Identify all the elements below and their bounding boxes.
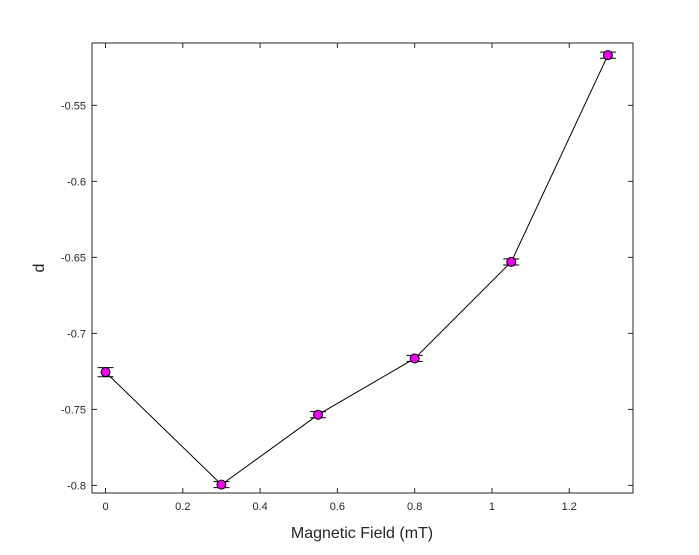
y-tick-label: -0.65 — [61, 252, 86, 264]
data-point — [313, 409, 324, 420]
y-tick-label: -0.75 — [61, 404, 86, 416]
axes — [91, 42, 634, 494]
data-point — [216, 479, 227, 490]
data-point — [100, 367, 111, 378]
x-tick-label: 1.2 — [562, 501, 577, 513]
axes-box — [91, 42, 634, 494]
x-tick-label: 0.6 — [330, 501, 345, 513]
y-tick-label: -0.6 — [67, 176, 86, 188]
data-point — [506, 256, 517, 267]
x-tick-label: 0 — [102, 501, 108, 513]
x-tick-label: 1 — [489, 501, 495, 513]
tick-labels: 0 0.2 0.4 0.6 0.8 1 1.2 -0.8 -0.75 -0.7 -0.65 -0.6 -… — [61, 100, 577, 513]
plot-area — [92, 43, 633, 493]
x-tick-label: 0.4 — [252, 501, 267, 513]
x-tick-label: 0.2 — [175, 501, 190, 513]
y-axis-label: d — [31, 264, 48, 273]
data-point — [409, 353, 420, 364]
y-tick-label: -0.8 — [67, 480, 86, 492]
series — [97, 50, 616, 490]
y-tick-label: -0.55 — [61, 100, 86, 112]
series-line — [105, 54, 609, 486]
data-point — [602, 50, 613, 61]
x-tick-label: 0.8 — [407, 501, 422, 513]
x-axis-label: Magnetic Field (mT) — [291, 525, 433, 542]
y-tick-label: -0.7 — [67, 328, 86, 340]
